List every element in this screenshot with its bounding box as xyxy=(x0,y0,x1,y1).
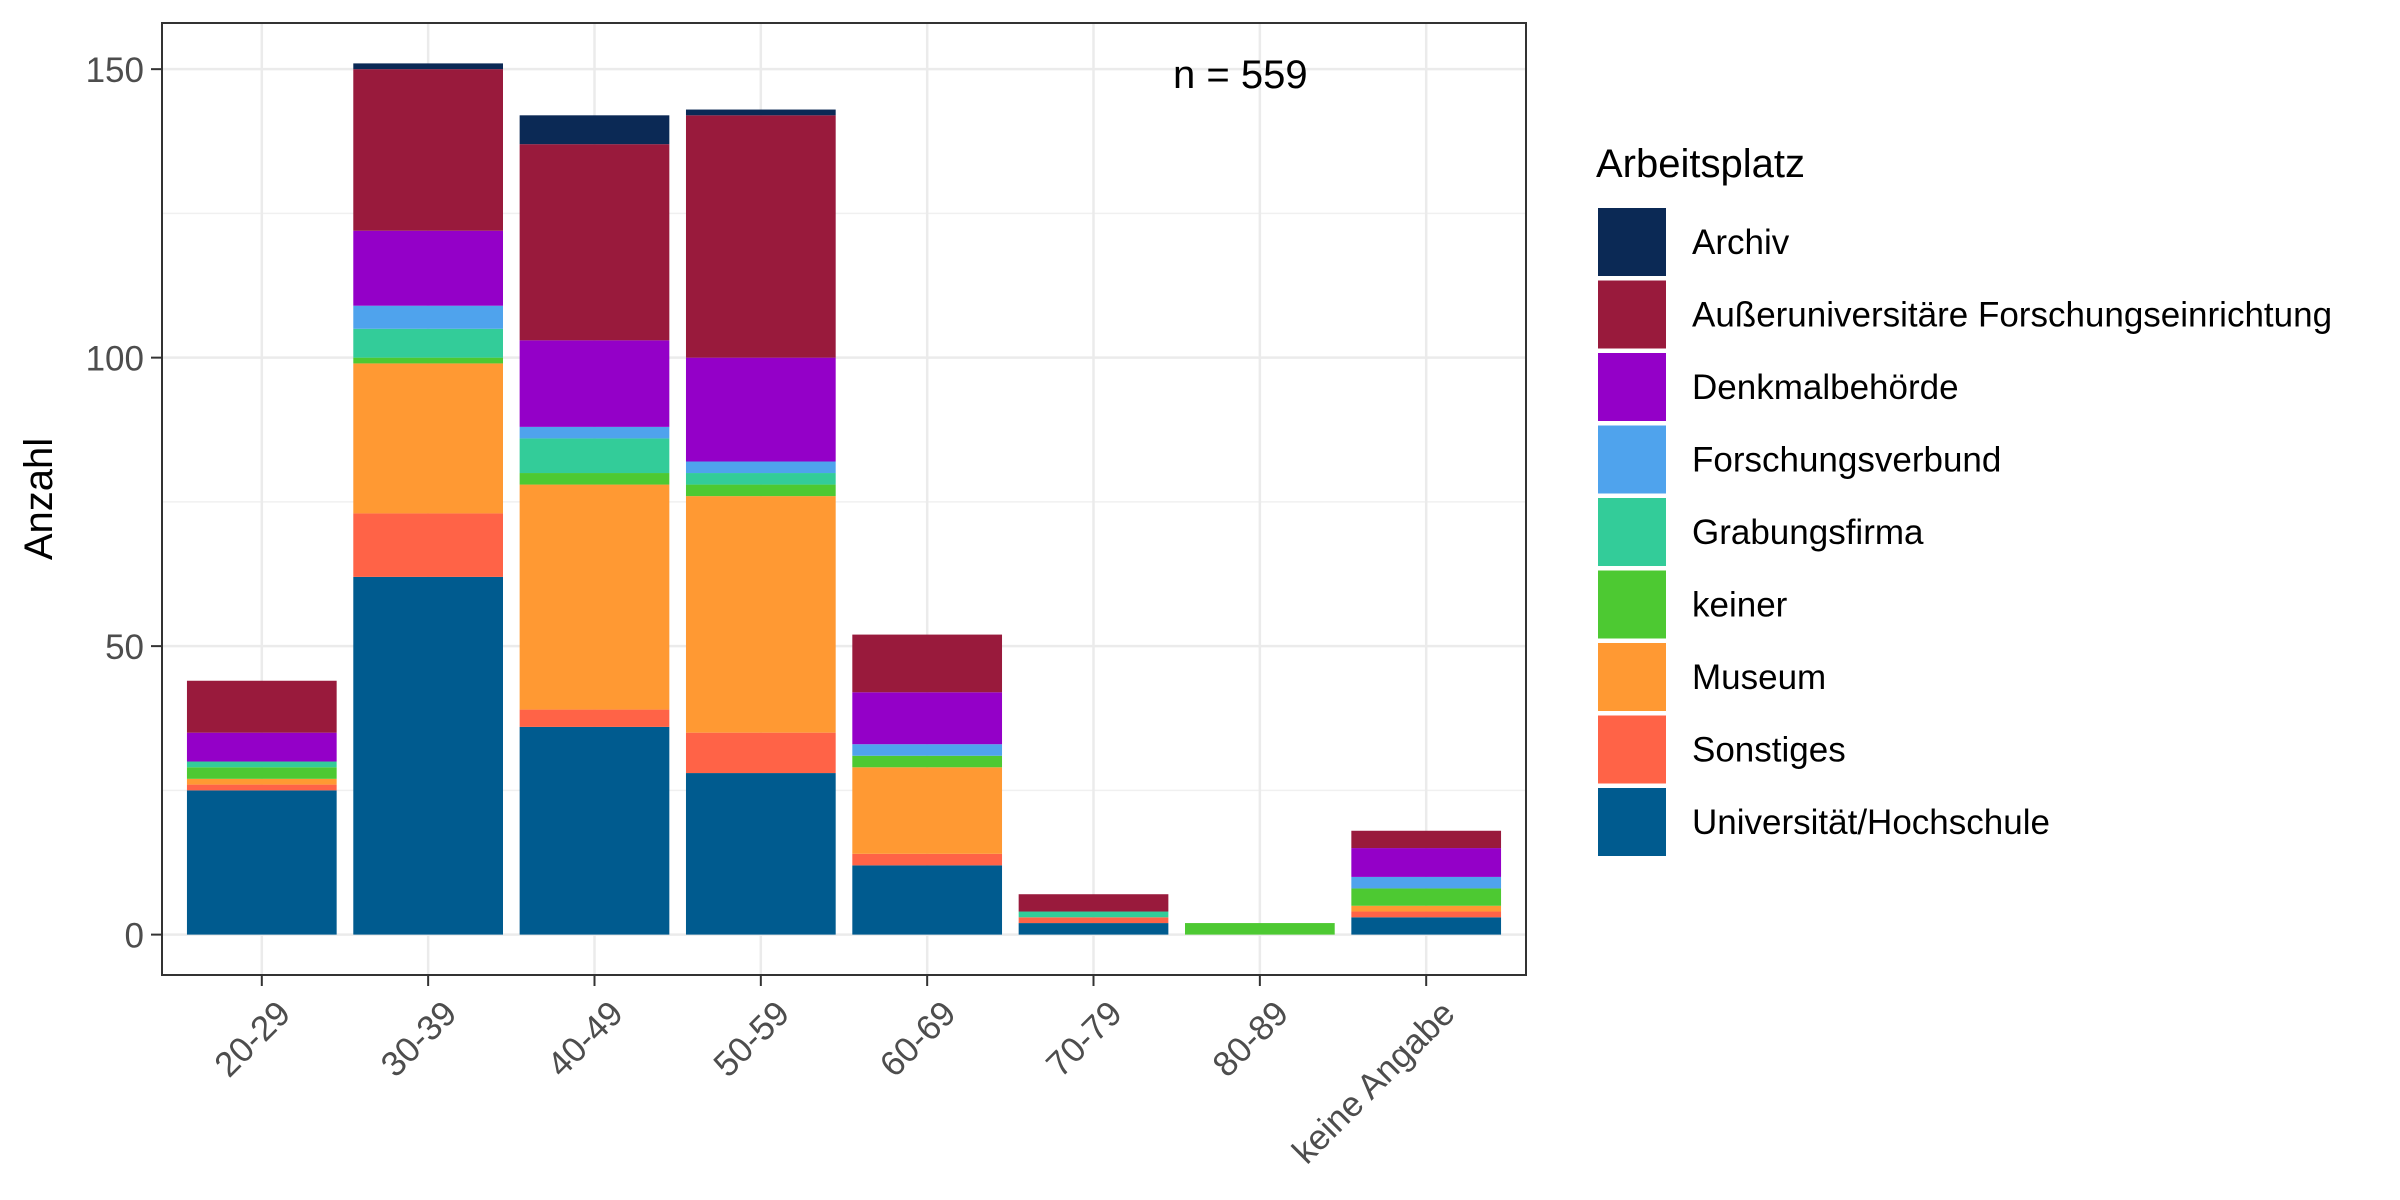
bar-segment-keiner xyxy=(519,473,670,485)
bar-segment-universit-t-hochschule xyxy=(1018,923,1169,935)
legend-label-universit-t-hochschule: Universität/Hochschule xyxy=(1692,803,2050,842)
bar-segment-denkmalbeh-rde xyxy=(1351,848,1502,877)
bar-segment-grabungsfirma xyxy=(519,438,670,474)
bar-segment-denkmalbeh-rde xyxy=(353,230,503,306)
bars xyxy=(186,63,1502,935)
bar-segment-museum xyxy=(353,363,503,514)
x-tick-label: 60-69 xyxy=(873,994,964,1085)
legend-key-forschungsverbund xyxy=(1598,425,1666,494)
y-tick-label: 0 xyxy=(125,917,144,956)
bar-segment-archiv xyxy=(519,115,670,145)
x-tick-label: 70-79 xyxy=(1039,994,1130,1085)
legend-label-grabungsfirma: Grabungsfirma xyxy=(1692,513,1924,552)
bar-segment-au-eruniversit-re-forschungseinrichtung xyxy=(685,115,836,358)
bar-segment-sonstiges xyxy=(186,784,337,791)
bar-segment-sonstiges xyxy=(852,853,1003,866)
bar-segment-au-eruniversit-re-forschungseinrichtung xyxy=(353,69,503,231)
legend-label-museum: Museum xyxy=(1692,658,1826,697)
bar-segment-universit-t-hochschule xyxy=(519,726,670,935)
bar-segment-au-eruniversit-re-forschungseinrichtung xyxy=(519,144,670,341)
x-tick-label: 30-39 xyxy=(373,994,464,1085)
sample-size-value: 559 xyxy=(1241,53,1308,97)
legend-key-grabungsfirma xyxy=(1598,498,1666,566)
legend-key-museum xyxy=(1598,643,1666,711)
bar-segment-grabungsfirma xyxy=(353,328,503,358)
bar-segment-keiner xyxy=(852,755,1003,768)
bar-segment-au-eruniversit-re-forschungseinrichtung xyxy=(852,634,1003,693)
legend-label-denkmalbeh-rde: Denkmalbehörde xyxy=(1692,368,1959,407)
bar-segment-archiv xyxy=(353,63,503,70)
bar-segment-denkmalbeh-rde xyxy=(852,692,1003,745)
bar-segment-sonstiges xyxy=(685,732,836,774)
legend-key-denkmalbeh-rde xyxy=(1598,353,1666,421)
legend-label-forschungsverbund: Forschungsverbund xyxy=(1692,441,2001,480)
bar-segment-forschungsverbund xyxy=(519,426,670,439)
bar-segment-keiner xyxy=(1185,923,1335,935)
bar-segment-forschungsverbund xyxy=(852,744,1003,756)
bar-segment-au-eruniversit-re-forschungseinrichtung xyxy=(1018,894,1169,912)
bar-segment-sonstiges xyxy=(1351,911,1502,918)
legend-key-keiner xyxy=(1598,570,1666,639)
bar-segment-museum xyxy=(1351,905,1502,912)
x-tick-label: 40-49 xyxy=(540,994,631,1085)
bar-segment-grabungsfirma xyxy=(1018,911,1169,918)
bar-segment-grabungsfirma xyxy=(685,473,836,485)
x-tick-label: 20-29 xyxy=(207,994,298,1085)
bar-segment-denkmalbeh-rde xyxy=(685,357,836,462)
legend-label-au-eruniversit-re-forschungseinrichtung: Außeruniversitäre Forschungseinrichtung xyxy=(1692,296,2332,335)
y-tick-label: 150 xyxy=(86,51,144,90)
legend-key-sonstiges xyxy=(1598,715,1666,784)
bar-segment-museum xyxy=(519,484,670,710)
bar-segment-museum xyxy=(852,767,1003,854)
legend-label-archiv: Archiv xyxy=(1692,223,1790,262)
bar-segment-keiner xyxy=(186,767,337,779)
legend-items: Archiv Außeruniversitäre Forschungseinric… xyxy=(1598,208,2332,856)
bar-segment-universit-t-hochschule xyxy=(852,865,1003,935)
bar-segment-keiner xyxy=(685,484,836,497)
sample-size-annotation: n = 559 xyxy=(1173,53,1308,97)
x-tick-label: keine Angabe xyxy=(1285,994,1463,1172)
bar-segment-denkmalbeh-rde xyxy=(186,732,337,762)
bar-segment-universit-t-hochschule xyxy=(353,576,503,935)
plot-panel-border xyxy=(161,22,1527,976)
bar-segment-forschungsverbund xyxy=(685,461,836,474)
legend-key-universit-t-hochschule xyxy=(1598,788,1666,856)
x-tick-label: 50-59 xyxy=(706,994,797,1085)
legend: Arbeitsplatz Archiv Außeruniversitäre For… xyxy=(1596,142,2332,856)
bar-segment-sonstiges xyxy=(1018,917,1169,924)
x-tick-label: 80-89 xyxy=(1205,994,1296,1085)
bar-segment-museum xyxy=(685,496,836,733)
bar-segment-au-eruniversit-re-forschungseinrichtung xyxy=(186,680,337,733)
legend-title: Arbeitsplatz xyxy=(1596,142,1805,186)
bar-segment-universit-t-hochschule xyxy=(1351,917,1502,935)
sample-size-prefix: n = xyxy=(1173,53,1241,97)
y-tick-label: 50 xyxy=(105,628,144,667)
legend-key-archiv xyxy=(1598,208,1666,276)
bar-segment-museum xyxy=(186,778,337,785)
bar-segment-forschungsverbund xyxy=(1351,876,1502,889)
bar-segment-universit-t-hochschule xyxy=(186,790,337,935)
y-tick-label: 100 xyxy=(86,340,144,379)
bar-segment-forschungsverbund xyxy=(353,305,503,329)
bar-segment-au-eruniversit-re-forschungseinrichtung xyxy=(1351,830,1502,849)
legend-label-sonstiges: Sonstiges xyxy=(1692,731,1846,770)
bar-segment-sonstiges xyxy=(519,709,670,727)
bar-segment-sonstiges xyxy=(353,513,503,577)
legend-label-keiner: keiner xyxy=(1692,586,1788,625)
legend-key-au-eruniversit-re-forschungseinrichtung xyxy=(1598,280,1666,349)
bar-segment-keiner xyxy=(1351,888,1502,906)
bar-segment-denkmalbeh-rde xyxy=(519,340,670,427)
bar-segment-grabungsfirma xyxy=(186,761,337,768)
bar-segment-universit-t-hochschule xyxy=(685,773,836,935)
bar-segment-archiv xyxy=(685,109,836,116)
y-axis-title: Anzahl xyxy=(17,438,61,560)
bar-segment-keiner xyxy=(353,357,503,364)
